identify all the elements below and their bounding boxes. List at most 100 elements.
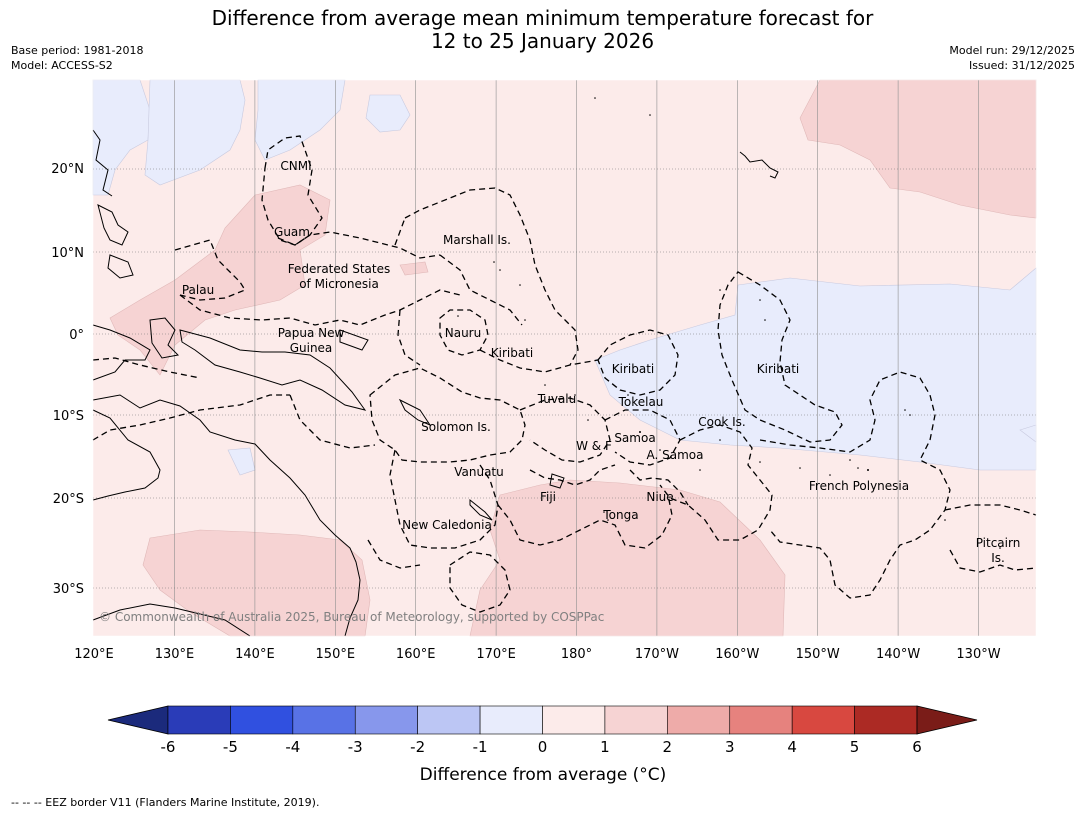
lon-label-150w: 150°W <box>796 647 840 662</box>
colorbar-tick-label: 3 <box>725 738 735 756</box>
label-samoa: Samoa <box>614 431 655 445</box>
label-cnmi: CNMI <box>280 159 311 173</box>
title-line-1: Difference from average mean minimum tem… <box>211 6 874 30</box>
colorbar-tick-label: 6 <box>912 738 922 756</box>
colorbar-tick-label: 2 <box>663 738 673 756</box>
lon-label-160e: 160°E <box>396 647 436 662</box>
coast-hawaii <box>739 151 779 179</box>
colorbar-tick-label: -2 <box>410 738 425 756</box>
colorbar-bin <box>292 705 356 735</box>
eez-pitcairn-north <box>944 504 1037 516</box>
label-fsm-line2: of Micronesia <box>299 277 379 291</box>
label-pitcairn-line1: Pitcairn <box>976 536 1021 550</box>
colorbar-extend-high <box>916 705 978 735</box>
warm-area-small-micronesia <box>399 261 429 276</box>
label-nauru: Nauru <box>445 326 481 340</box>
colorbar-bin <box>479 705 543 735</box>
lat-label-30s: 30°S <box>53 582 84 597</box>
colorbar-bin <box>854 705 918 735</box>
eez-fsm-png <box>179 289 461 326</box>
label-vanuatu: Vanuatu <box>454 465 504 479</box>
longitude-labels: 120°E 130°E 140°E 150°E 160°E 170°E 180°… <box>74 647 1000 662</box>
lat-label-20s: 20°S <box>53 492 84 507</box>
coast-new-caledonia <box>469 498 493 521</box>
coastlines <box>92 129 779 637</box>
lat-label-0: 0° <box>69 328 84 343</box>
colorbar-tick-label: -1 <box>473 738 488 756</box>
colorbar-tick-label: -5 <box>223 738 238 756</box>
eez-niue <box>629 469 689 506</box>
colorbar-bin <box>167 705 231 735</box>
cool-area-north-pacific-west <box>144 79 246 186</box>
cool-area-north-small <box>365 94 411 133</box>
eez-nauru <box>439 309 489 356</box>
warm-area-southwest-pacific <box>469 479 786 637</box>
label-fsm-line1: Federated States <box>288 262 390 276</box>
eez-borders <box>92 135 1037 613</box>
colorbar: -6 -5 -4 -3 -2 -1 0 1 2 3 4 5 6 Difference from aver… <box>107 705 978 785</box>
eez-legend-footer: -- -- -- EEZ border V11 (Flanders Marine… <box>11 796 320 809</box>
eez-guam-fsm-north <box>277 231 441 259</box>
coast-mindanao <box>107 254 134 279</box>
region-labels: CNMI Guam Marshall Is. Federated States … <box>182 159 1020 565</box>
colorbar-bin <box>604 705 668 735</box>
eez-fiji-tonga <box>497 494 673 549</box>
title-line-2: 12 to 25 January 2026 <box>430 29 655 53</box>
label-palau: Palau <box>182 283 214 297</box>
eez-tuvalu <box>519 397 611 463</box>
eez-solomon <box>369 367 526 463</box>
issued-date: Issued: 31/12/2025 <box>968 59 1075 72</box>
cool-area-north-pacific-central <box>254 79 346 161</box>
label-png-line2: Guinea <box>290 341 333 355</box>
eez-pitcairn-south <box>949 549 1037 573</box>
lon-label-120e: 120°E <box>74 647 114 662</box>
colorbar-bin <box>230 705 294 735</box>
label-solomon-islands: Solomon Is. <box>421 420 491 434</box>
label-french-polynesia: French Polynesia <box>809 479 909 493</box>
lat-label-10n: 10°N <box>51 246 84 261</box>
eez-kiribati-line <box>717 271 843 443</box>
eez-vanuatu-newcal <box>389 449 499 549</box>
eez-kiribati-phoenix <box>597 329 679 396</box>
warm-anomaly-areas <box>109 79 1037 637</box>
coast-australia-south <box>92 603 251 637</box>
lon-label-180: 180° <box>561 647 592 662</box>
colorbar-tick-label: 4 <box>787 738 797 756</box>
metadata-right: Model run: 29/12/2025 Issued: 31/12/2025 <box>949 43 1075 73</box>
colorbar-tick-label: -4 <box>285 738 300 756</box>
eez-australia-north <box>92 394 290 441</box>
label-niue: Niue <box>646 490 673 504</box>
lon-label-170e: 170°E <box>476 647 516 662</box>
coast-halmahera <box>149 317 180 359</box>
label-marshall-islands: Marshall Is. <box>443 233 511 247</box>
eez-french-polynesia <box>759 371 951 599</box>
metadata-left: Base period: 1981-2018 Model: ACCESS-S2 <box>11 43 143 73</box>
longitude-gridlines <box>174 80 979 636</box>
colorbar-tick-label: 5 <box>850 738 860 756</box>
label-guam: Guam <box>274 225 310 239</box>
eez-palau <box>174 239 246 301</box>
label-pitcairn-line2: Is. <box>991 551 1005 565</box>
eez-png-east <box>397 309 421 366</box>
colorbar-bin <box>354 705 418 735</box>
latitude-labels: 20°N 10°N 0° 10°S 20°S 30°S <box>51 162 84 597</box>
colorbar-bin <box>729 705 793 735</box>
map-frame <box>92 79 1037 637</box>
colorbar-tick-label: -6 <box>161 738 176 756</box>
cool-anomaly-areas <box>92 79 1037 476</box>
lon-label-140w: 140°W <box>876 647 920 662</box>
cool-area-philippines-north <box>92 79 151 196</box>
colorbar-bin <box>791 705 855 735</box>
eez-cook <box>659 424 773 541</box>
label-wallis-futuna: W & F <box>576 439 612 453</box>
eez-cnmi <box>261 135 323 246</box>
base-period: Base period: 1981-2018 <box>11 44 144 57</box>
label-tuvalu: Tuvalu <box>537 392 577 406</box>
label-cook-islands: Cook Is. <box>698 415 745 429</box>
label-kiribati-line: Kiribati <box>757 362 799 376</box>
lon-label-150e: 150°E <box>316 647 356 662</box>
lon-label-130e: 130°E <box>155 647 195 662</box>
colorbar-title: Difference from average (°C) <box>420 765 667 785</box>
colorbar-tick-label: -3 <box>348 738 363 756</box>
